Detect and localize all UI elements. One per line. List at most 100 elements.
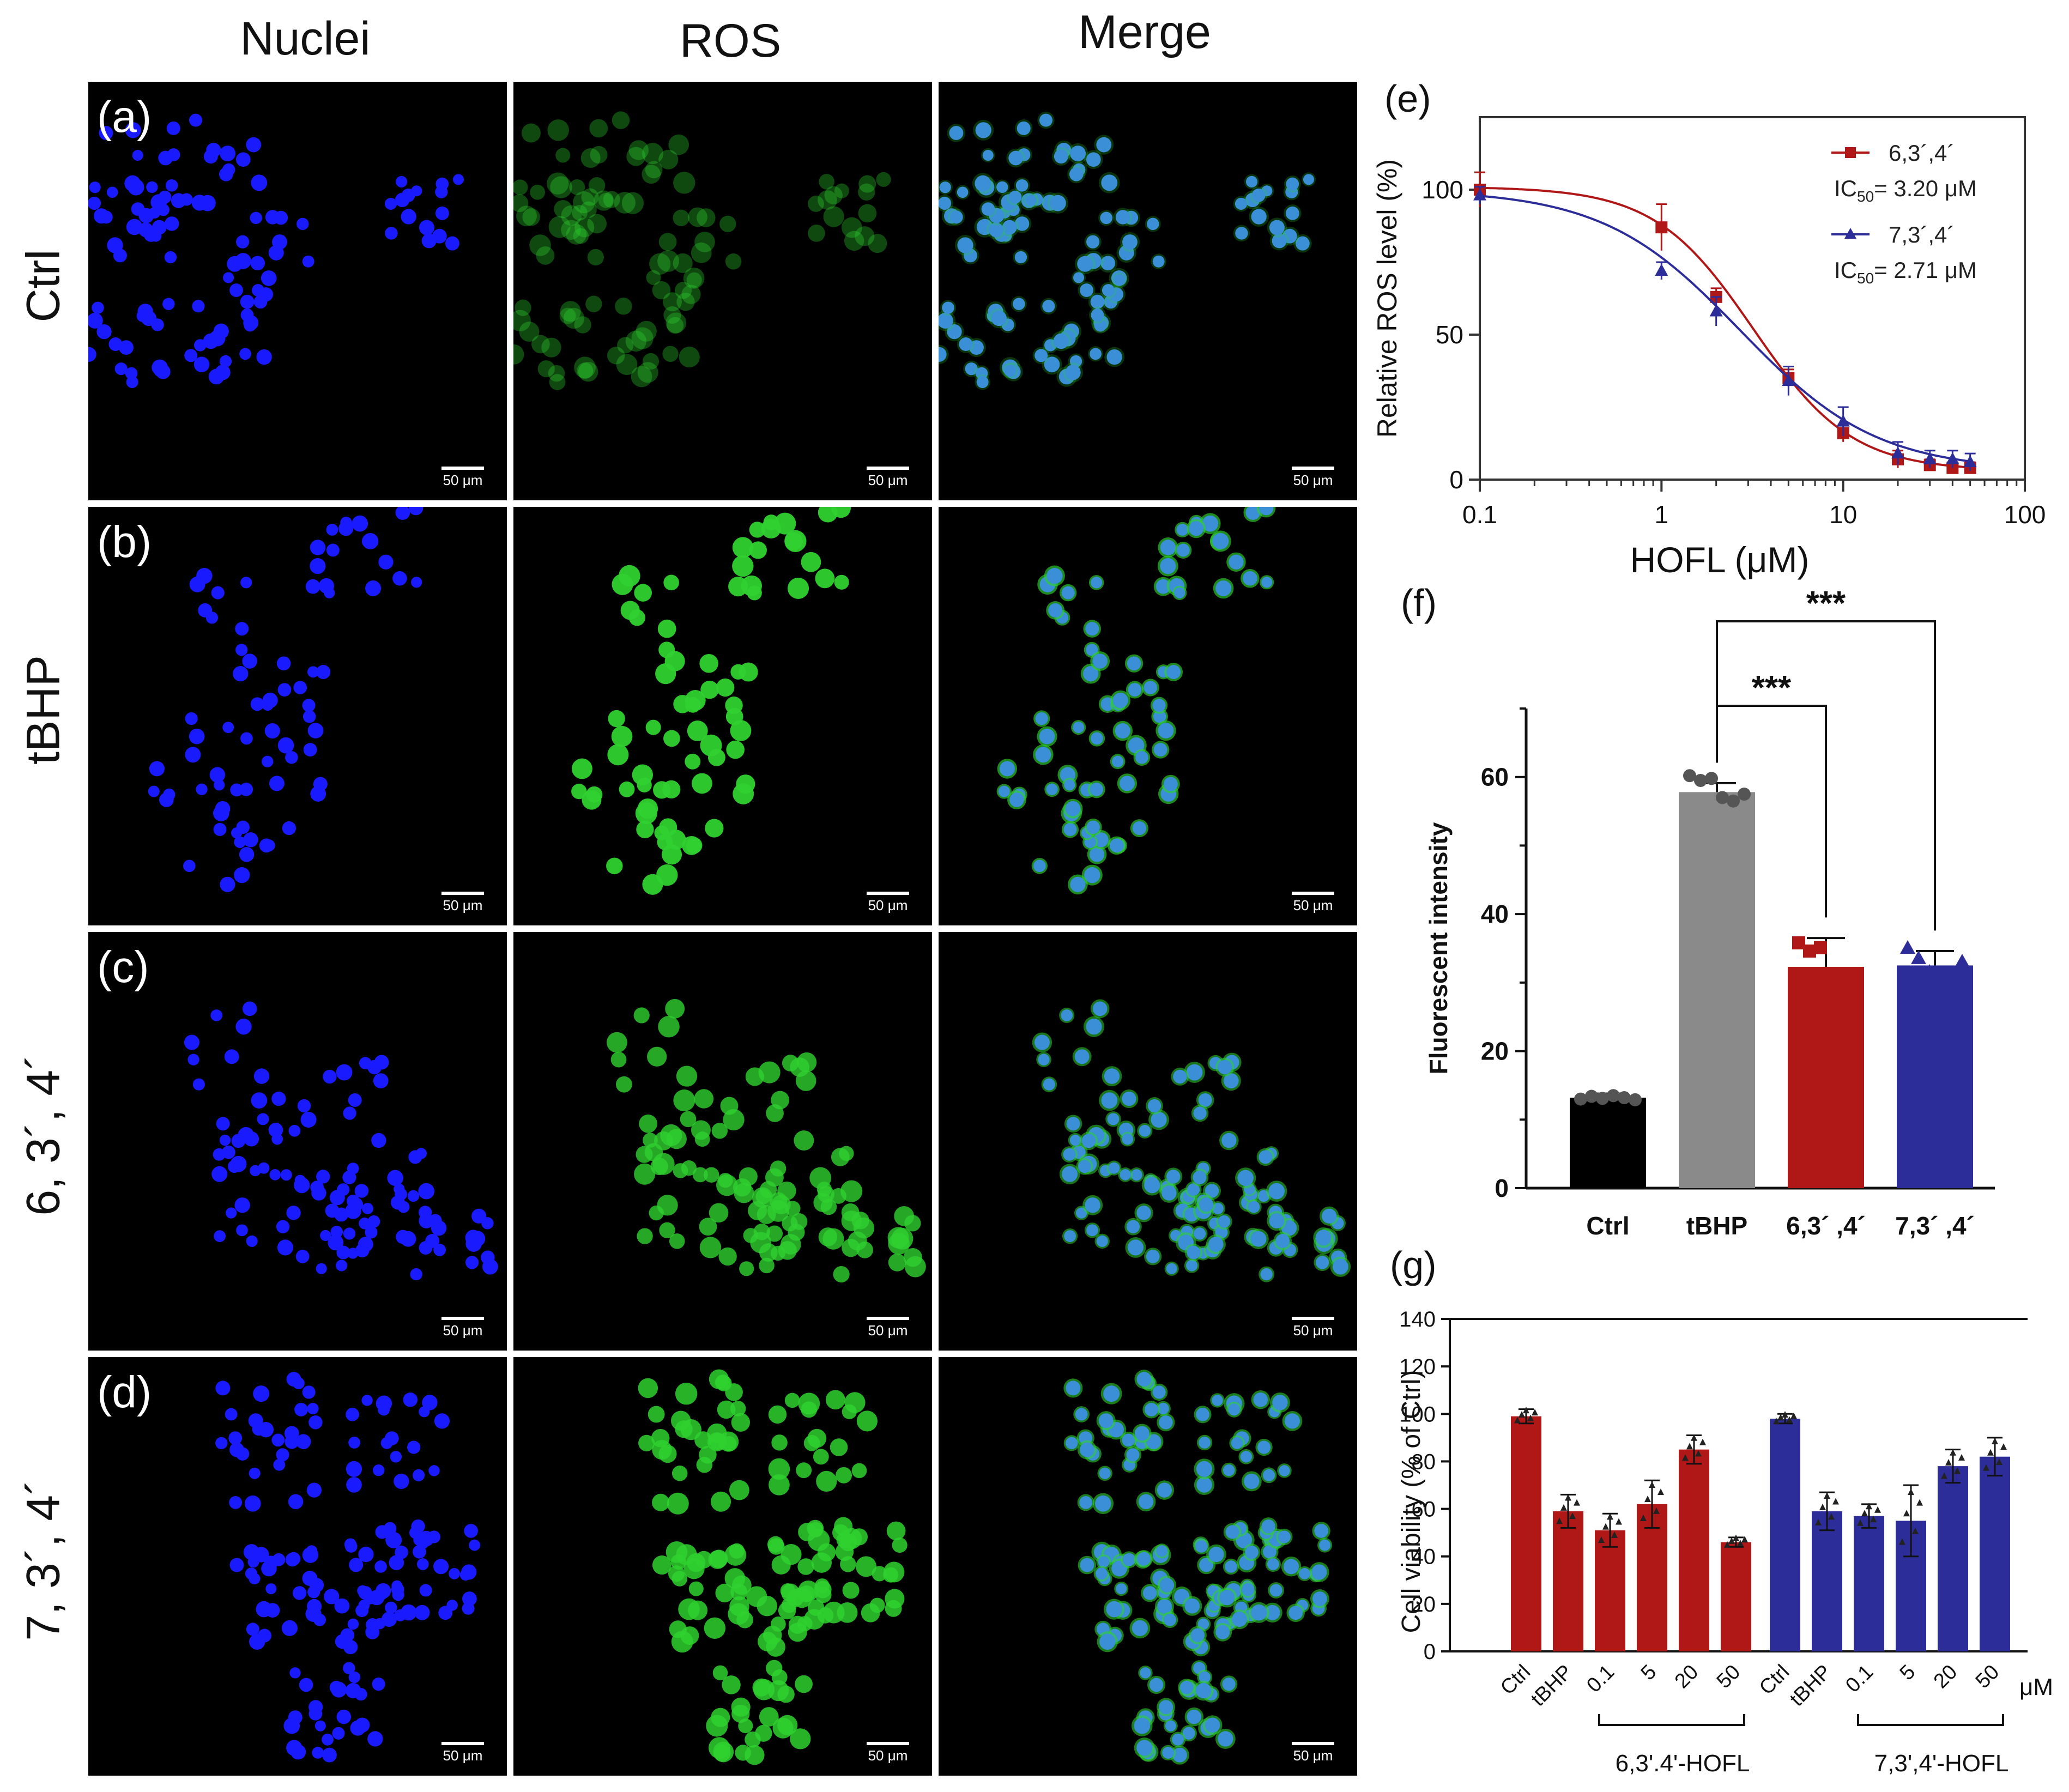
data-point	[1686, 1443, 1693, 1450]
group-bracket	[1598, 1714, 1745, 1726]
data-point	[1607, 1513, 1613, 1520]
data-point	[1996, 1458, 2003, 1466]
data-point	[1916, 1499, 1923, 1506]
data-point	[1912, 1527, 1919, 1534]
data-point	[1611, 1531, 1618, 1538]
data-point	[1923, 452, 1937, 464]
scale-bar	[867, 467, 909, 470]
x-tick-label: 0.1	[1582, 1661, 1619, 1697]
data-point	[1733, 1534, 1739, 1541]
bar-group-2-6	[1980, 1456, 2010, 1651]
y-axis-label: Cell viability (% of Ctrl)	[1397, 1370, 1426, 1633]
data-point	[1738, 788, 1751, 801]
data-point	[1945, 1459, 1952, 1466]
data-point	[1728, 1537, 1735, 1544]
chart-g-cell-viability: (g) 0 20 40 60 80 100 120 140 Cell viability (% o…	[1390, 1244, 2053, 1777]
data-point	[1682, 1454, 1689, 1461]
x-tick-label: 7,3´ ,4´	[1895, 1212, 1975, 1240]
data-point	[1954, 1467, 1961, 1474]
significance-bracket	[1716, 620, 1936, 931]
data-point	[1616, 1518, 1622, 1525]
scale-bar	[1292, 1317, 1334, 1320]
x-tick-label: 100	[2004, 500, 2046, 529]
data-point	[1640, 1515, 1647, 1521]
scale-bar-label: 50 μm	[868, 472, 908, 488]
data-point	[1618, 1091, 1631, 1105]
plot-frame	[1479, 116, 2026, 481]
scale-bar	[441, 1742, 484, 1745]
y-axis-label: Fluorescent intensity	[1424, 822, 1453, 1074]
data-point	[1777, 1414, 1784, 1421]
y-tick-label: 80	[1412, 1450, 1436, 1474]
x-tick-label: tBHP	[1686, 1212, 1747, 1240]
data-point	[1786, 1416, 1793, 1423]
data-point	[1819, 1503, 1826, 1510]
panel-letter-e: (e)	[1384, 77, 1431, 120]
x-tick-label: 10	[1829, 500, 1857, 529]
micrograph-merge-row-3: 50 μm	[939, 932, 1357, 1351]
y-tick-label: 0	[1424, 1640, 1436, 1664]
scale-bar-label: 50 μm	[443, 472, 483, 488]
bar-group-1-6	[1721, 1542, 1751, 1651]
data-point	[1992, 1437, 1998, 1444]
data-point	[1825, 974, 1838, 988]
row-label-7-3-4: 7, 3´, 4´	[17, 1479, 70, 1641]
significance-label: ***	[1752, 669, 1792, 707]
chart-f-fluorescent-intensity: (f) 0 20 40 60 Fluorescent intensity Ctrl tBHP 6…	[1401, 582, 1995, 1240]
y-tick-label: 20	[1412, 1593, 1436, 1617]
scale-bar	[867, 1742, 909, 1745]
x-tick-label: 0.1	[1841, 1661, 1878, 1697]
x-tick-label: 20	[1671, 1661, 1703, 1693]
data-point	[1655, 263, 1668, 276]
y-tick-label: 60	[1412, 1498, 1436, 1522]
bar-4	[1897, 965, 1973, 1188]
micrograph-nuclei-row-1: (a) 50 μm	[88, 82, 507, 500]
bar-group-2-1	[1770, 1419, 1800, 1651]
y-tick-label: 0	[1495, 1174, 1509, 1202]
data-point	[1653, 1507, 1660, 1514]
data-point	[1946, 452, 1959, 464]
y-tick-label: 100	[1421, 175, 1463, 204]
data-point	[1908, 1488, 1914, 1496]
y-tick-label: 40	[1481, 900, 1509, 928]
data-point	[1655, 221, 1668, 234]
y-axis-label: Relative ROS level (%)	[1372, 159, 1402, 438]
data-point	[1814, 941, 1827, 954]
data-point	[1828, 1513, 1835, 1520]
scale-bar	[1292, 467, 1334, 470]
x-tick-label: 5	[1637, 1661, 1661, 1685]
x-tick-label: tBHP	[1527, 1661, 1577, 1711]
scale-bar-label: 50 μm	[868, 1322, 908, 1339]
micrograph-ros-row-1: 50 μm	[513, 82, 932, 500]
data-point	[1874, 1506, 1881, 1513]
data-point	[1705, 772, 1718, 785]
data-point	[1963, 455, 1977, 468]
scale-bar-label: 50 μm	[1293, 1322, 1333, 1339]
micrograph-nuclei-row-3: (c) 50 μm	[88, 932, 507, 1351]
data-point	[1933, 968, 1948, 983]
micrograph-merge-row-1: 50 μm	[939, 82, 1357, 500]
bar-group-1-3	[1595, 1530, 1625, 1651]
panel-letter-f: (f)	[1401, 582, 1437, 624]
column-label-merge: Merge	[1078, 6, 1211, 58]
data-point	[1836, 989, 1849, 1002]
data-point	[1782, 1411, 1788, 1418]
data-point	[1598, 1536, 1605, 1543]
data-point	[1782, 374, 1795, 386]
group-label: 7,3',4'-HOFL	[1874, 1750, 2009, 1777]
bar-group-2-2	[1812, 1511, 1842, 1651]
panel-letter: (a)	[97, 92, 152, 142]
data-point	[1691, 1434, 1697, 1441]
x-tick-label: Ctrl	[1586, 1212, 1629, 1240]
scale-bar	[441, 1317, 484, 1320]
data-point	[1724, 1541, 1731, 1548]
data-point	[1514, 1416, 1521, 1424]
data-point	[1585, 1089, 1598, 1103]
scale-bar-label: 50 μm	[868, 1747, 908, 1764]
bar-group-2-5	[1938, 1466, 1968, 1651]
panel-letter: (c)	[97, 942, 149, 992]
x-tick-label: 50	[1713, 1661, 1745, 1693]
data-point	[1903, 1510, 1910, 1517]
bar-group-1-1	[1511, 1416, 1541, 1651]
y-tick-label: 40	[1412, 1545, 1436, 1569]
